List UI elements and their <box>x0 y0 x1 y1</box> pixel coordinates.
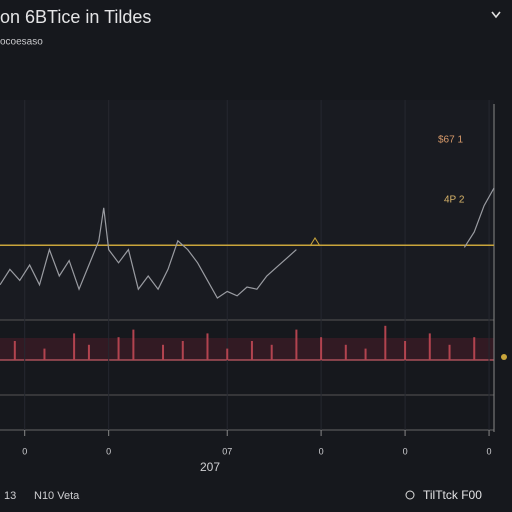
x-axis-label: 207 <box>200 460 220 474</box>
x-tick-label: 07 <box>222 446 232 456</box>
footer-text: N10 Veta <box>34 490 80 502</box>
footer-number: 13 <box>4 490 16 502</box>
volume-bar <box>270 344 273 360</box>
target-label: 4P 2 <box>444 195 465 206</box>
dropdown-icon[interactable] <box>491 11 501 19</box>
volume-bar <box>295 329 298 360</box>
marker <box>309 237 321 247</box>
marker <box>501 354 507 360</box>
x-tick-label: 0 <box>403 446 408 456</box>
chart-title: on 6BTice in Tildes <box>0 7 151 27</box>
volume-bar <box>448 344 451 360</box>
chart-subtitle: ocoesaso <box>0 37 43 48</box>
volume-bar <box>384 325 387 360</box>
volume-bar <box>250 341 253 360</box>
volume-bar <box>132 329 135 360</box>
volume-bar <box>473 337 476 360</box>
volume-bar <box>428 333 431 360</box>
volume-bar <box>87 344 90 360</box>
volume-bar <box>226 348 229 360</box>
x-tick-label: 0 <box>22 446 27 456</box>
volume-bar <box>344 344 347 360</box>
volume-bar <box>117 337 120 360</box>
x-tick-label: 0 <box>319 446 324 456</box>
volume-bar <box>364 348 367 360</box>
price-line <box>0 187 495 299</box>
volume-bar <box>43 348 46 360</box>
volume-bar <box>404 341 407 360</box>
x-tick-label: 0 <box>106 446 111 456</box>
volume-bar <box>320 337 323 360</box>
volume-bar <box>162 344 165 360</box>
volume-bar <box>206 333 209 360</box>
price-label: $67 1 <box>438 135 463 146</box>
price-panel <box>0 100 494 320</box>
volume-band <box>0 338 494 360</box>
volume-bar <box>13 341 16 360</box>
footer-brand[interactable]: TilTtck F00 <box>423 488 482 502</box>
footer-icon <box>405 490 415 500</box>
volume-bar <box>73 333 76 360</box>
volume-bar <box>181 341 184 360</box>
x-tick-label: 0 <box>487 446 492 456</box>
